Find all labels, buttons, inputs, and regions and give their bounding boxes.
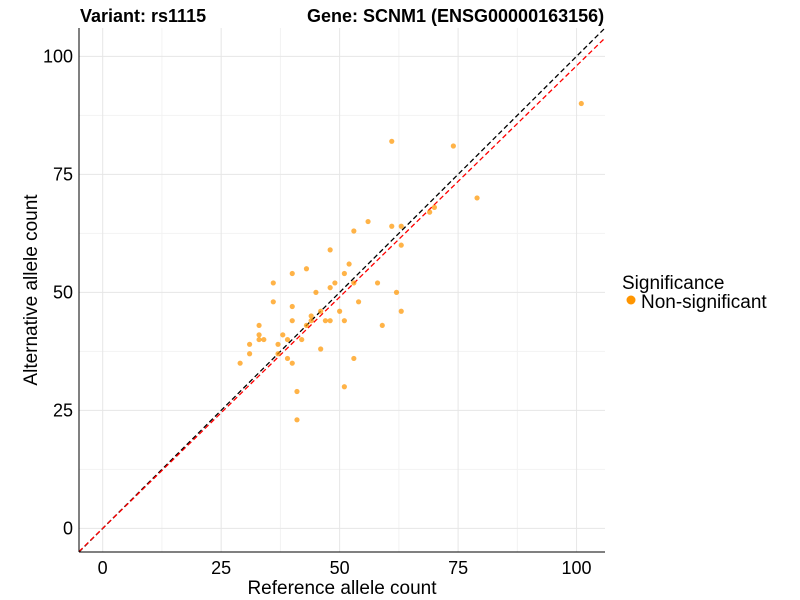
data-point	[337, 308, 343, 314]
data-point	[275, 351, 281, 357]
data-point	[365, 218, 371, 225]
data-point	[246, 351, 253, 357]
y-tick-label: 75	[53, 164, 73, 184]
axes	[78, 28, 605, 553]
data-point	[303, 266, 310, 272]
data-point	[327, 285, 333, 291]
data-point	[351, 228, 357, 234]
legend-key-non-significant	[626, 295, 636, 305]
data-point	[256, 332, 262, 338]
data-point	[374, 280, 381, 286]
data-point	[303, 322, 310, 329]
data-point	[379, 322, 385, 329]
data-point	[294, 417, 300, 423]
y-tick-label: 100	[43, 46, 73, 66]
data-point	[284, 336, 291, 343]
data-point	[284, 355, 291, 362]
legend: Significance Non-significant	[622, 273, 767, 313]
data-point	[261, 336, 267, 343]
data-point	[341, 384, 347, 390]
data-point	[427, 209, 433, 215]
legend-label-non-significant: Non-significant	[641, 292, 767, 313]
x-axis-label: Reference allele count	[247, 578, 437, 599]
data-point	[351, 355, 357, 362]
x-tick-label: 25	[211, 558, 231, 578]
data-point	[289, 360, 295, 366]
data-point	[431, 204, 438, 210]
data-point	[341, 318, 347, 324]
x-tick-labels: 0 25 50 75 100	[98, 558, 592, 578]
identity-line	[78, 27, 606, 553]
data-point	[275, 341, 281, 347]
data-point	[294, 388, 300, 395]
data-point	[289, 270, 295, 277]
data-point	[299, 336, 305, 343]
x-tick-label: 0	[98, 558, 108, 578]
data-point	[398, 308, 404, 314]
data-point	[474, 195, 480, 201]
data-point	[237, 360, 243, 366]
x-tick-label: 50	[330, 558, 350, 578]
data-point	[355, 299, 362, 305]
data-point	[308, 318, 314, 324]
data-point	[327, 318, 333, 324]
data-point	[318, 308, 324, 314]
chart-title-gene: Gene: SCNM1 (ENSG00000163156)	[307, 6, 604, 26]
data-point	[289, 303, 295, 310]
data-point	[393, 289, 400, 295]
data-point	[341, 270, 347, 277]
data-point	[256, 322, 262, 329]
data-point	[308, 313, 314, 319]
x-tick-label: 100	[562, 558, 592, 578]
data-point	[351, 280, 357, 286]
data-point	[318, 346, 324, 352]
data-point	[346, 261, 352, 267]
legend-title: Significance	[622, 273, 724, 294]
reference-lines	[78, 27, 606, 553]
data-point	[270, 299, 276, 305]
y-tick-labels: 0 25 50 75 100	[43, 46, 73, 538]
fit-line	[78, 37, 606, 552]
y-tick-label: 0	[63, 518, 73, 538]
data-point	[270, 280, 276, 286]
y-axis-label: Alternative allele count	[21, 194, 42, 386]
data-point	[246, 341, 253, 347]
y-tick-label: 25	[53, 400, 73, 420]
data-point	[389, 138, 395, 144]
data-point	[322, 318, 329, 324]
data-point	[256, 336, 262, 343]
data-point	[313, 289, 319, 295]
data-point	[280, 332, 286, 338]
data-point	[389, 223, 395, 229]
y-tick-label: 50	[53, 282, 73, 302]
data-point	[327, 247, 333, 253]
data-point	[332, 280, 338, 286]
chart-title-variant: Variant: rs1115	[80, 6, 206, 26]
data-points	[237, 100, 584, 423]
x-tick-label: 75	[448, 558, 468, 578]
data-point	[450, 143, 456, 149]
data-point	[578, 100, 584, 107]
data-point	[398, 242, 404, 248]
data-point	[398, 223, 404, 229]
data-point	[289, 318, 295, 324]
plot-grid	[79, 28, 605, 552]
